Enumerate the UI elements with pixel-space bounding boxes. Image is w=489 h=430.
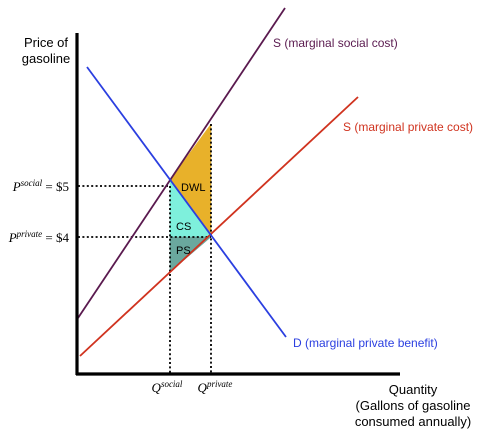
social-cost-curve: [77, 7, 286, 319]
ps-label: PS: [176, 245, 191, 257]
dwl-label: DWL: [181, 182, 205, 194]
demand-label: D (marginal private benefit): [293, 336, 438, 350]
demand-curve: [86, 66, 287, 338]
q-private-tick-label: Qprivate: [198, 379, 233, 395]
q-social-superscript: social: [161, 379, 183, 389]
y-axis-label-line1: Price of: [24, 35, 68, 50]
p-social-value: = $5: [42, 179, 69, 194]
p-social-tick-label: Psocial = $5: [12, 178, 69, 194]
x-axis-label-line2: (Gallons of gasoline: [356, 398, 471, 413]
q-social-letter: Q: [152, 380, 162, 395]
y-axis-label-line2: gasoline: [22, 51, 70, 66]
guide-lines: [78, 124, 212, 374]
q-private-letter: Q: [198, 380, 208, 395]
cs-label: CS: [176, 221, 191, 233]
x-axis-label-line1: Quantity: [389, 382, 438, 397]
p-private-letter: P: [8, 230, 17, 245]
p-private-tick-label: Pprivate = $4: [8, 229, 70, 245]
p-social-letter: P: [12, 179, 21, 194]
x-axis-label-line3: consumed annually): [355, 414, 471, 429]
p-private-superscript: private: [16, 229, 43, 239]
private-cost-curve: [79, 96, 359, 357]
p-private-value: = $4: [42, 230, 69, 245]
p-social-superscript: social: [21, 178, 43, 188]
q-social-tick-label: Qsocial: [152, 379, 183, 395]
social-cost-label: S (marginal social cost): [273, 36, 398, 50]
q-private-superscript: private: [206, 379, 233, 389]
private-cost-label: S (marginal private cost): [343, 120, 473, 134]
